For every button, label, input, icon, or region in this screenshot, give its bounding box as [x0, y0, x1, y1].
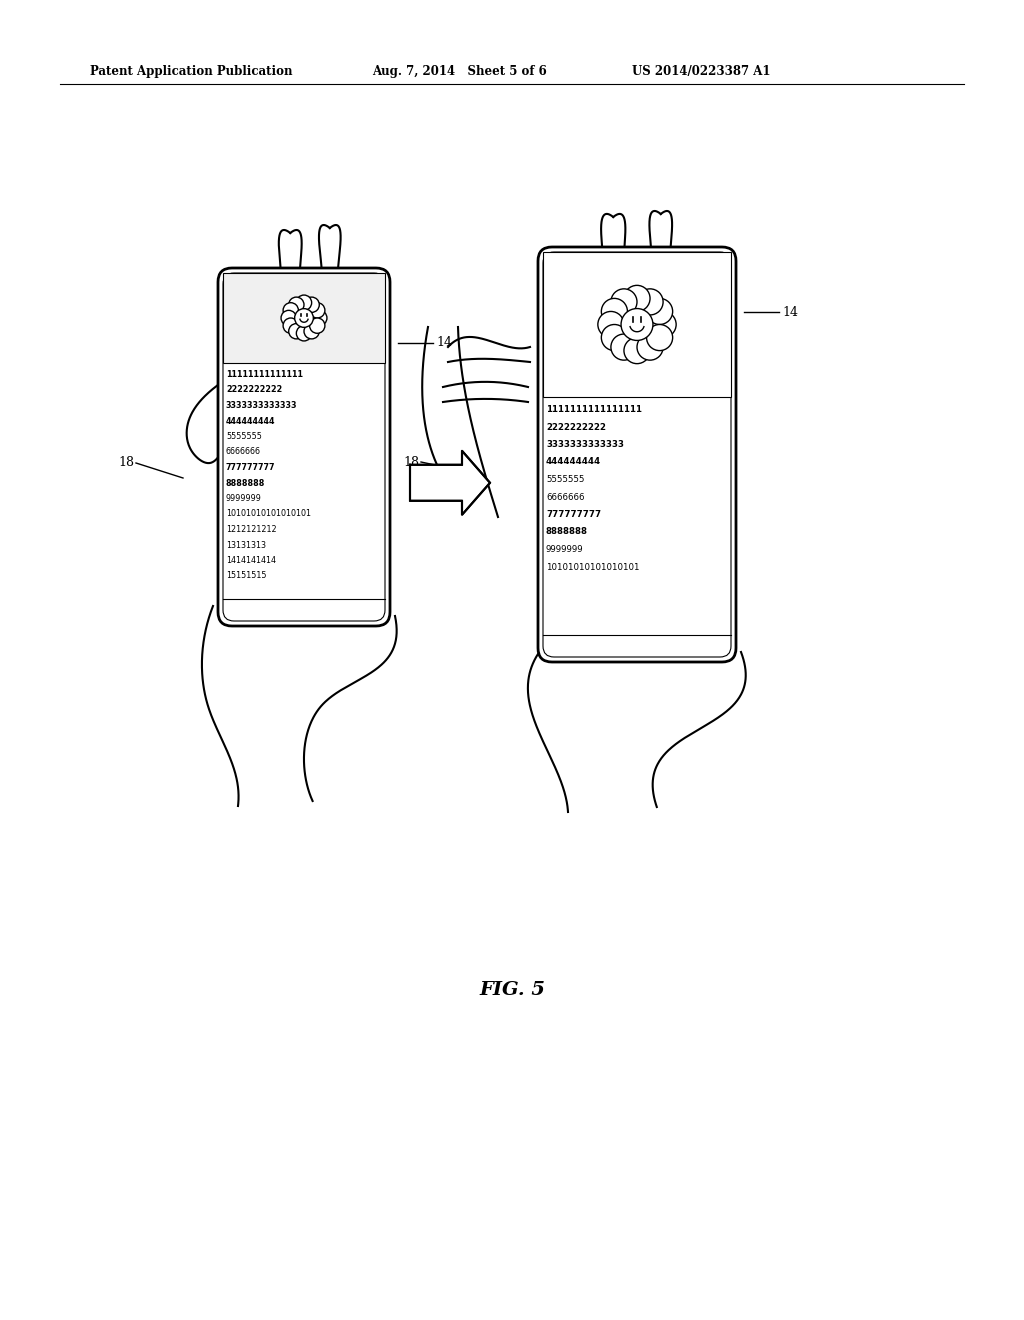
Text: 9999999: 9999999 [546, 545, 584, 554]
Text: 14: 14 [436, 337, 452, 350]
Polygon shape [410, 451, 490, 515]
Circle shape [650, 312, 676, 338]
Circle shape [309, 302, 325, 318]
Circle shape [304, 297, 319, 313]
Circle shape [601, 298, 628, 325]
Circle shape [611, 289, 637, 315]
Circle shape [281, 310, 296, 326]
Text: 6666666: 6666666 [226, 447, 261, 457]
Text: 9999999: 9999999 [226, 494, 262, 503]
Text: 6666666: 6666666 [546, 492, 585, 502]
Text: FIG. 5: FIG. 5 [479, 981, 545, 999]
FancyBboxPatch shape [223, 273, 385, 620]
Circle shape [289, 297, 304, 313]
Text: 2222222222: 2222222222 [546, 422, 606, 432]
Text: 15151515: 15151515 [226, 572, 266, 581]
Text: 10101010101010101: 10101010101010101 [546, 562, 640, 572]
Circle shape [311, 310, 327, 326]
Bar [223, 273, 385, 363]
Text: 18: 18 [403, 455, 419, 469]
Text: 3333333333333: 3333333333333 [546, 440, 624, 449]
Text: US 2014/0223387 A1: US 2014/0223387 A1 [632, 66, 770, 78]
Text: 777777777: 777777777 [226, 463, 275, 473]
Text: 444444444: 444444444 [226, 417, 275, 425]
Text: 8888888: 8888888 [546, 528, 588, 536]
Circle shape [646, 325, 673, 351]
Text: 3333333333333: 3333333333333 [226, 401, 298, 411]
Circle shape [624, 285, 650, 312]
Circle shape [296, 296, 311, 310]
Text: 777777777: 777777777 [546, 510, 601, 519]
Text: 13131313: 13131313 [226, 540, 266, 549]
Text: Patent Application Publication: Patent Application Publication [90, 66, 293, 78]
Text: 14: 14 [782, 305, 798, 318]
Text: Aug. 7, 2014   Sheet 5 of 6: Aug. 7, 2014 Sheet 5 of 6 [372, 66, 547, 78]
FancyBboxPatch shape [218, 268, 390, 626]
Text: 5555555: 5555555 [226, 432, 262, 441]
Circle shape [637, 289, 664, 315]
FancyBboxPatch shape [543, 252, 731, 657]
Text: 8888888: 8888888 [226, 479, 265, 487]
Text: 1414141414: 1414141414 [226, 556, 276, 565]
Text: 11111111111111: 11111111111111 [226, 370, 303, 379]
Text: 2222222222: 2222222222 [226, 385, 283, 395]
Circle shape [611, 334, 637, 360]
FancyBboxPatch shape [538, 247, 736, 663]
Circle shape [309, 318, 325, 333]
Circle shape [601, 325, 628, 351]
Circle shape [624, 338, 650, 363]
Text: 444444444: 444444444 [546, 458, 601, 466]
Circle shape [289, 323, 304, 339]
Text: 18: 18 [118, 457, 134, 470]
Text: 10101010101010101: 10101010101010101 [226, 510, 311, 519]
Circle shape [646, 298, 673, 325]
Circle shape [296, 326, 311, 341]
Text: 1212121212: 1212121212 [226, 525, 276, 535]
Circle shape [304, 323, 319, 339]
Bar [543, 252, 731, 397]
Circle shape [283, 318, 298, 333]
Circle shape [637, 334, 664, 360]
Text: 1111111111111111: 1111111111111111 [546, 405, 642, 414]
Circle shape [295, 309, 313, 327]
Circle shape [598, 312, 624, 338]
Text: 5555555: 5555555 [546, 475, 585, 484]
Circle shape [283, 302, 298, 318]
Circle shape [621, 309, 653, 341]
